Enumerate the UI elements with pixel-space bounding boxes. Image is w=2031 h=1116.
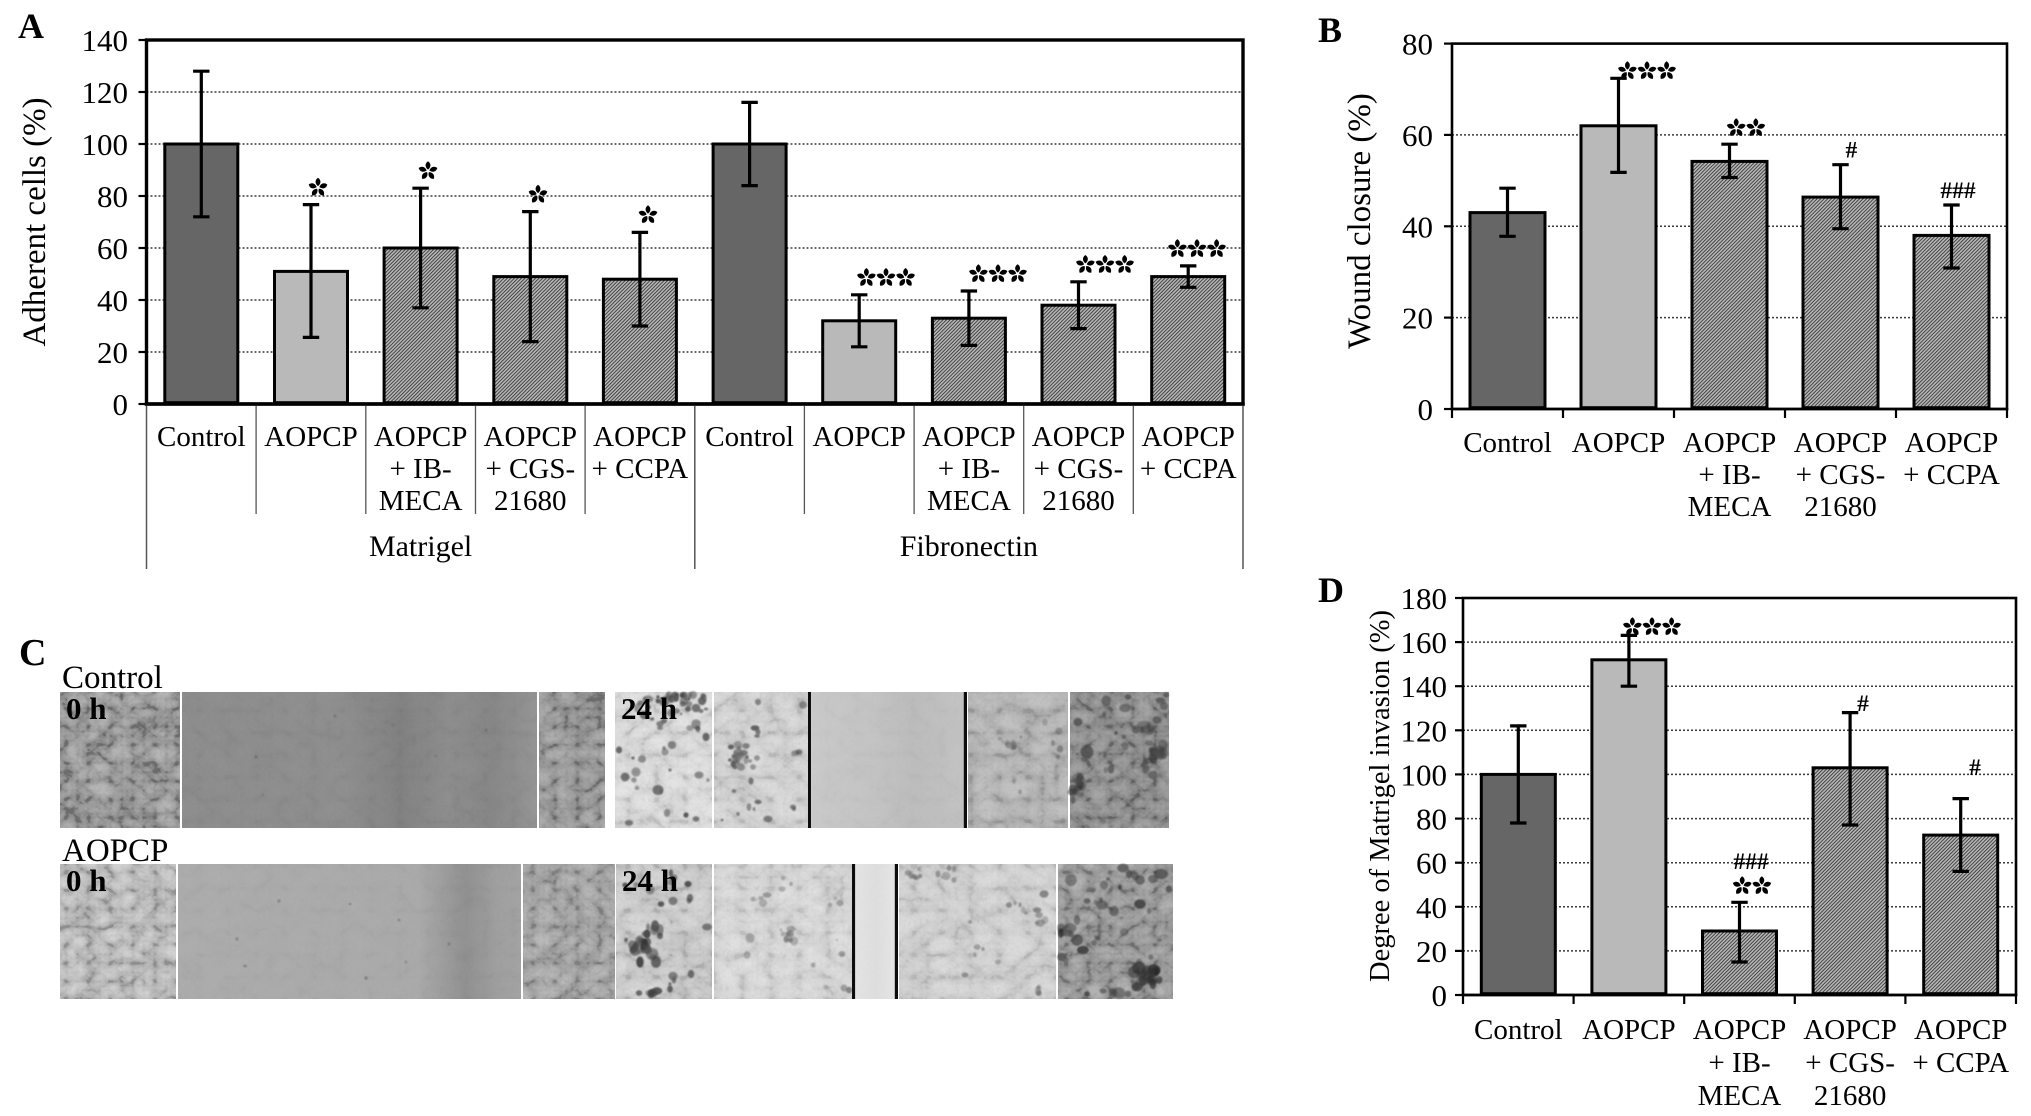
svg-text:MECA: MECA bbox=[1688, 491, 1772, 523]
svg-text:21680: 21680 bbox=[1814, 1080, 1887, 1112]
svg-text:+ CGS-: + CGS- bbox=[485, 453, 575, 485]
svg-text:AOPCP: AOPCP bbox=[1914, 1014, 2008, 1046]
svg-text:160: 160 bbox=[1401, 625, 1448, 660]
svg-text:Control: Control bbox=[62, 660, 163, 696]
svg-text:0 h: 0 h bbox=[66, 863, 107, 898]
svg-text:MECA: MECA bbox=[1698, 1080, 1782, 1112]
svg-text:+ IB-: + IB- bbox=[389, 453, 451, 485]
svg-text:AOPCP: AOPCP bbox=[812, 421, 906, 453]
svg-text:+ CCPA: + CCPA bbox=[592, 453, 689, 485]
svg-text:40: 40 bbox=[1402, 209, 1433, 244]
svg-text:+ IB-: + IB- bbox=[1708, 1047, 1770, 1079]
svg-text:+ IB-: + IB- bbox=[938, 453, 1000, 485]
svg-text:60: 60 bbox=[97, 231, 128, 266]
svg-text:140: 140 bbox=[82, 23, 129, 58]
svg-text:B: B bbox=[1318, 10, 1342, 50]
svg-text:21680: 21680 bbox=[494, 485, 567, 517]
svg-text:40: 40 bbox=[97, 283, 128, 318]
svg-text:40: 40 bbox=[1416, 890, 1447, 925]
svg-text:#: # bbox=[1857, 691, 1869, 717]
svg-text:###: ### bbox=[1733, 849, 1769, 875]
svg-text:0: 0 bbox=[1418, 392, 1434, 427]
svg-text:21680: 21680 bbox=[1804, 491, 1877, 523]
svg-text:MECA: MECA bbox=[927, 485, 1011, 517]
svg-text:24 h: 24 h bbox=[622, 863, 678, 898]
svg-text:Control: Control bbox=[1463, 427, 1552, 459]
svg-text:AOPCP: AOPCP bbox=[1803, 1014, 1897, 1046]
svg-text:AOPCP: AOPCP bbox=[264, 421, 358, 453]
svg-text:80: 80 bbox=[1416, 802, 1447, 837]
svg-text:Control: Control bbox=[705, 421, 794, 453]
svg-text:AOPCP: AOPCP bbox=[1032, 421, 1126, 453]
svg-text:+ CGS-: + CGS- bbox=[1805, 1047, 1895, 1079]
svg-text:AOPCP: AOPCP bbox=[1683, 427, 1777, 459]
svg-text:20: 20 bbox=[1402, 301, 1433, 336]
svg-text:180: 180 bbox=[1401, 581, 1448, 616]
svg-text:80: 80 bbox=[97, 179, 128, 214]
svg-text:21680: 21680 bbox=[1042, 485, 1115, 517]
svg-text:120: 120 bbox=[1401, 713, 1448, 748]
svg-text:AOPCP: AOPCP bbox=[374, 421, 468, 453]
svg-text:AOPCP: AOPCP bbox=[1693, 1014, 1787, 1046]
svg-text:0: 0 bbox=[113, 387, 129, 422]
svg-text:100: 100 bbox=[82, 127, 129, 162]
svg-text:AOPCP: AOPCP bbox=[484, 421, 578, 453]
svg-text:A: A bbox=[18, 6, 44, 46]
svg-text:+ CCPA: + CCPA bbox=[1912, 1047, 2009, 1079]
svg-text:AOPCP: AOPCP bbox=[1905, 427, 1999, 459]
svg-text:80: 80 bbox=[1402, 27, 1433, 62]
svg-text:AOPCP: AOPCP bbox=[62, 833, 168, 869]
svg-text:+ CCPA: + CCPA bbox=[1903, 459, 2000, 491]
svg-text:120: 120 bbox=[82, 75, 129, 110]
svg-text:0 h: 0 h bbox=[66, 691, 107, 726]
svg-text:MECA: MECA bbox=[379, 485, 463, 517]
svg-text:AOPCP: AOPCP bbox=[1582, 1014, 1676, 1046]
svg-text:+ CCPA: + CCPA bbox=[1140, 453, 1237, 485]
svg-text:###: ### bbox=[1940, 178, 1976, 204]
svg-text:AOPCP: AOPCP bbox=[1794, 427, 1888, 459]
svg-text:0: 0 bbox=[1432, 978, 1448, 1013]
svg-text:140: 140 bbox=[1401, 669, 1448, 704]
svg-text:60: 60 bbox=[1402, 118, 1433, 153]
svg-text:Control: Control bbox=[157, 421, 246, 453]
svg-text:C: C bbox=[19, 632, 46, 674]
svg-text:Degree of Matrigel invasion (%: Degree of Matrigel invasion (%) bbox=[1365, 610, 1396, 982]
svg-text:24 h: 24 h bbox=[621, 691, 677, 726]
svg-text:+ CGS-: + CGS- bbox=[1796, 459, 1886, 491]
svg-text:Control: Control bbox=[1474, 1014, 1563, 1046]
svg-text:Fibronectin: Fibronectin bbox=[900, 530, 1038, 563]
svg-text:AOPCP: AOPCP bbox=[1572, 427, 1666, 459]
svg-text:AOPCP: AOPCP bbox=[1141, 421, 1235, 453]
svg-text:20: 20 bbox=[97, 335, 128, 370]
svg-text:AOPCP: AOPCP bbox=[593, 421, 687, 453]
svg-text:Adherent cells (%): Adherent cells (%) bbox=[17, 97, 53, 346]
svg-text:100: 100 bbox=[1401, 757, 1448, 792]
svg-text:+ CGS-: + CGS- bbox=[1034, 453, 1124, 485]
svg-text:+ IB-: + IB- bbox=[1698, 459, 1760, 491]
svg-text:#: # bbox=[1969, 755, 1981, 781]
svg-text:D: D bbox=[1318, 570, 1344, 610]
svg-text:20: 20 bbox=[1416, 934, 1447, 969]
svg-text:#: # bbox=[1846, 138, 1858, 164]
svg-text:Wound closure (%): Wound closure (%) bbox=[1342, 93, 1378, 349]
svg-text:AOPCP: AOPCP bbox=[922, 421, 1016, 453]
svg-text:60: 60 bbox=[1416, 846, 1447, 881]
svg-text:Matrigel: Matrigel bbox=[369, 530, 472, 563]
